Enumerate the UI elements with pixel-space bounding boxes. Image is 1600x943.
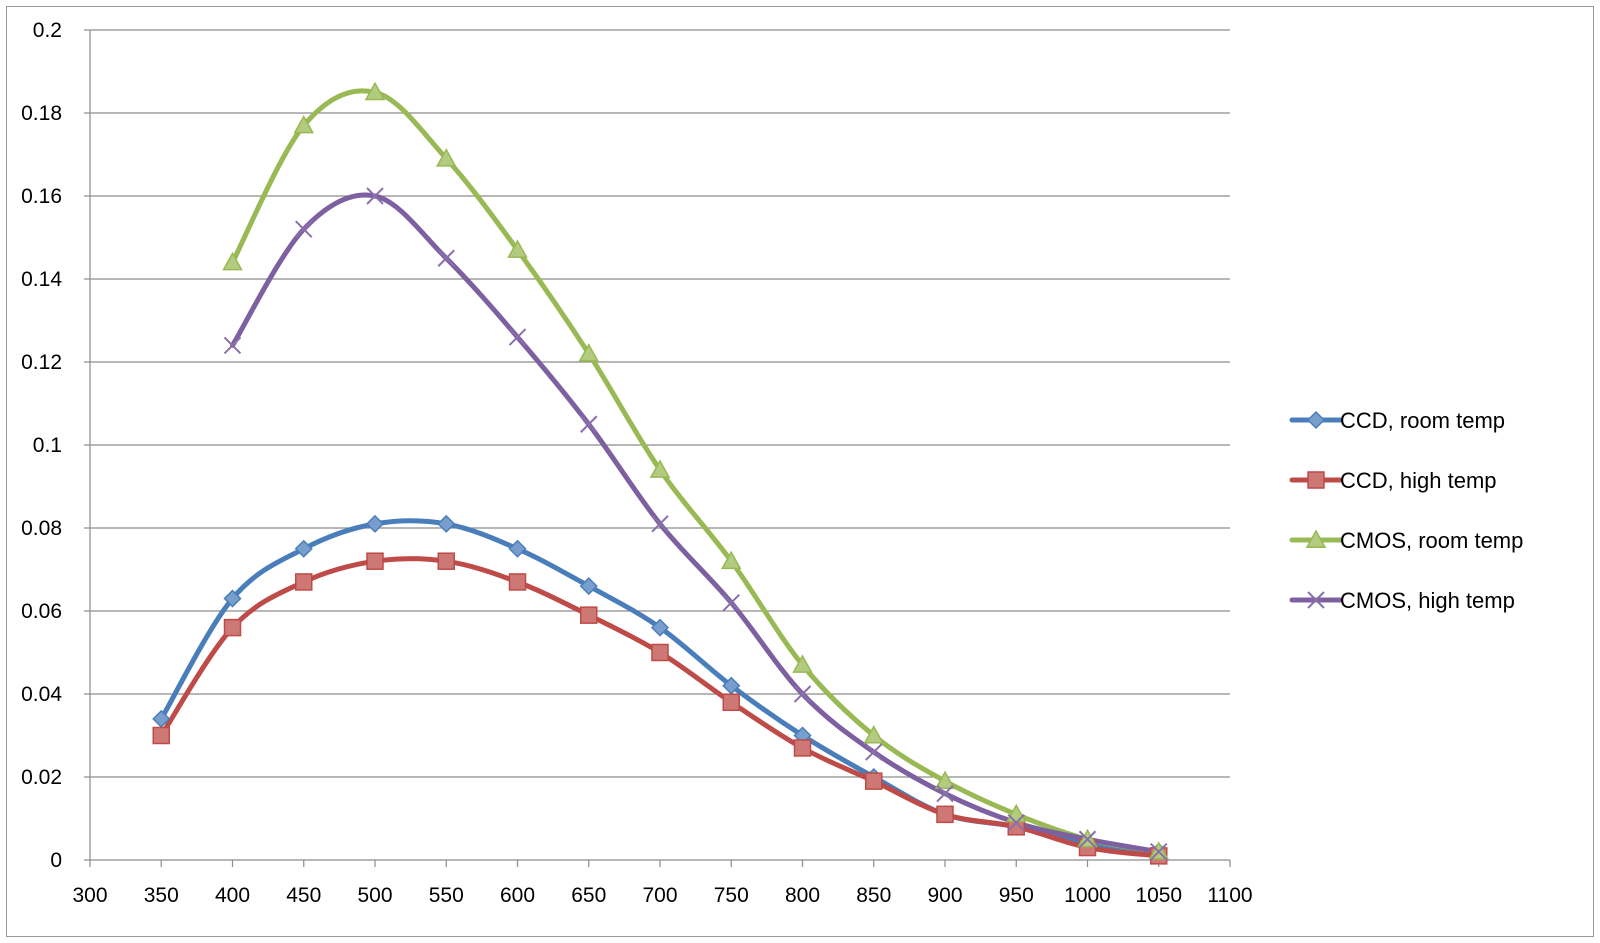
data-point-s1-9 (793, 739, 812, 757)
legend: CCD, room temp CCD, high temp CMOS, room t… (1289, 408, 1523, 613)
data-point-s2-0 (222, 251, 243, 271)
data-point-s2-5 (578, 343, 600, 362)
data-point-s3-12 (1078, 830, 1097, 848)
legend-label-0: CCD, room temp (1340, 408, 1505, 433)
data-point-s0-1 (223, 589, 242, 608)
y-tick-label: 0.18 (21, 102, 62, 125)
data-point-s1-7 (651, 643, 669, 662)
legend-marker-1 (1307, 471, 1325, 489)
x-tick-label: 400 (215, 884, 250, 907)
data-point-s3-1 (295, 220, 313, 238)
gridlines (90, 29, 1230, 778)
data-point-s0-7 (650, 618, 670, 637)
y-tick-label: 0.1 (33, 434, 62, 457)
data-point-s0-6 (579, 577, 598, 596)
x-tick-label: 1100 (1207, 884, 1252, 907)
y-tick-label: 0.08 (21, 517, 62, 540)
legend-marker-3 (1307, 591, 1325, 609)
data-point-s3-11 (1007, 813, 1025, 832)
x-tick-label: 850 (856, 884, 891, 907)
data-point-s3-0 (223, 336, 242, 355)
x-tick-label: 900 (927, 884, 962, 907)
x-tick-label: 600 (500, 884, 535, 907)
y-tick-label: 0.12 (21, 351, 62, 374)
y-tick-label: 0.14 (21, 268, 62, 291)
data-point-s1-8 (722, 693, 740, 712)
y-tick-label: 0.2 (33, 19, 62, 42)
data-point-s2-9 (863, 724, 885, 744)
data-point-s3-6 (651, 515, 669, 533)
data-point-s3-5 (580, 415, 598, 433)
legend-label-2: CMOS, room temp (1340, 528, 1523, 553)
y-tick-label: 0.04 (21, 683, 62, 706)
data-point-s3-4 (508, 328, 527, 346)
data-point-s1-3 (366, 552, 384, 570)
data-point-s2-2 (364, 81, 386, 101)
data-point-s0-2 (294, 539, 313, 558)
x-tick-label: 750 (714, 884, 749, 907)
data-point-s1-5 (508, 573, 527, 591)
data-point-s2-4 (507, 239, 528, 258)
x-tick-label: 700 (642, 884, 677, 907)
legend-marker-0 (1306, 410, 1326, 430)
data-point-s3-2 (366, 187, 384, 205)
data-point-s3-7 (722, 593, 740, 612)
legend-label-3: CMOS, high temp (1340, 588, 1515, 613)
y-tick-label: 0.16 (21, 185, 62, 208)
y-axis-tick-labels: 0 0.02 0.04 0.06 0.08 0.1 0.12 0.14 0.16 0.18 0.2 (21, 19, 62, 872)
y-tick-label: 0.06 (21, 600, 62, 623)
x-tick-label: 350 (144, 884, 179, 907)
data-point-s1-10 (865, 772, 883, 790)
y-tick-label: 0.02 (21, 766, 62, 789)
legend-label-1: CCD, high temp (1340, 468, 1497, 493)
data-point-s0-3 (365, 514, 385, 533)
series-markers (152, 81, 1170, 865)
x-tick-label: 500 (357, 884, 392, 907)
x-tick-label: 650 (571, 884, 606, 907)
data-point-s2-6 (649, 459, 671, 478)
data-point-s1-1 (223, 618, 242, 637)
axes (84, 29, 1231, 867)
series-line-0 (158, 518, 1162, 855)
data-point-s1-4 (437, 552, 455, 570)
data-point-s1-6 (580, 606, 598, 624)
legend-marker-2 (1305, 529, 1327, 548)
x-axis-tick-labels: 300 350 400 450 500 550 600 650 700 750 800 850 900 9… (72, 884, 1252, 907)
data-point-s2-7 (720, 550, 742, 570)
x-tick-label: 1000 (1064, 884, 1111, 907)
data-point-s3-9 (865, 743, 883, 761)
x-tick-label: 800 (785, 884, 820, 907)
data-point-s2-1 (293, 114, 315, 134)
data-point-s2-10 (934, 770, 956, 790)
x-tick-label: 300 (72, 884, 107, 907)
x-tick-label: 950 (999, 884, 1034, 907)
data-point-s3-3 (437, 249, 455, 267)
data-point-s3-13 (1150, 842, 1168, 861)
y-tick-label: 0 (50, 849, 62, 872)
data-point-s1-11 (936, 805, 954, 824)
data-point-s1-2 (295, 573, 313, 591)
series-line-2 (230, 88, 1162, 855)
data-point-s3-10 (936, 784, 954, 803)
data-point-s2-8 (792, 654, 813, 673)
data-point-s2-3 (435, 148, 457, 167)
data-point-s1-0 (152, 726, 170, 745)
data-point-s3-8 (793, 685, 812, 703)
data-point-s0-4 (437, 514, 456, 533)
x-tick-label: 1050 (1135, 884, 1182, 907)
x-tick-label: 450 (286, 884, 321, 907)
x-tick-label: 550 (429, 884, 464, 907)
data-point-s0-5 (508, 539, 527, 558)
